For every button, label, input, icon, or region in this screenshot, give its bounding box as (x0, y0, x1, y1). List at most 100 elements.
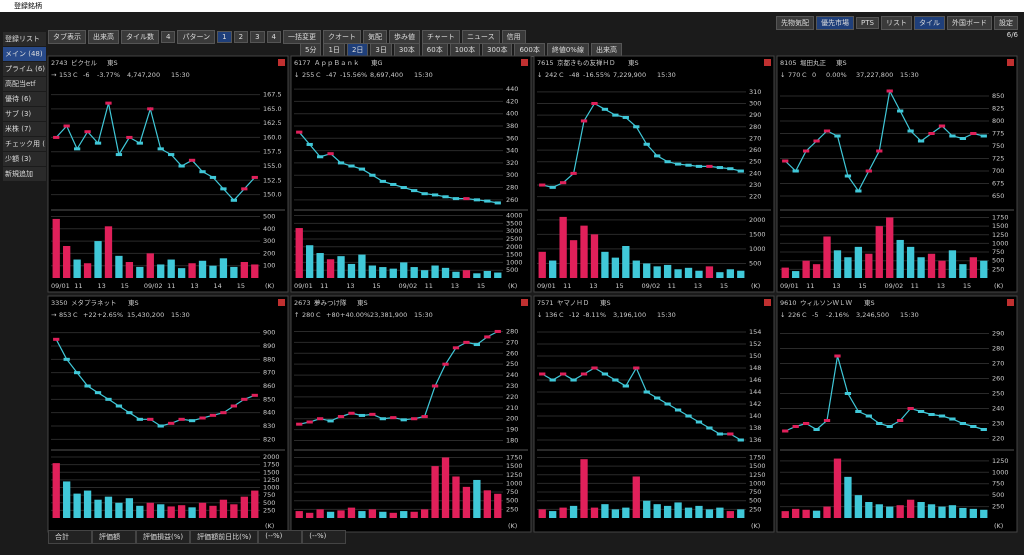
volume-bar (611, 509, 620, 518)
toolbar-item[interactable]: 1日 (323, 43, 345, 57)
top-button[interactable]: リスト (881, 16, 912, 30)
volume-tick-label: 4000 (506, 212, 523, 220)
y-tick-label: 144 (749, 388, 761, 396)
top-button[interactable]: 先物気配 (776, 16, 815, 30)
candle (612, 378, 619, 382)
sidebar-item[interactable]: 優待 (6) (3, 92, 46, 106)
volume-bar (494, 493, 502, 518)
candle (442, 362, 449, 366)
volume-bar (452, 271, 460, 278)
tile-volume: 3,246,500 (856, 311, 889, 319)
volume-tick-label: 500 (992, 491, 1004, 499)
volume-bar (73, 493, 81, 518)
top-button[interactable]: 設定 (994, 16, 1018, 30)
y-tick-label: 440 (506, 85, 518, 93)
candle (400, 418, 407, 422)
x-tick-label: 15 (858, 282, 866, 290)
sidebar-item[interactable]: 高配当etf (3, 77, 46, 91)
toolbar-item[interactable]: 600本 (514, 43, 545, 57)
candle (220, 187, 227, 191)
candle (348, 411, 355, 415)
toolbar-item[interactable]: 1 (217, 31, 232, 43)
volume-bar (653, 266, 661, 278)
volume-bar (316, 509, 324, 518)
toolbar-item[interactable]: タブ表示 (48, 30, 86, 44)
volume-bar (379, 511, 387, 518)
toolbar-item[interactable]: 3 (250, 31, 265, 43)
candle (549, 378, 556, 382)
toolbar-item[interactable]: 4 (266, 31, 281, 43)
x-tick-label: 09/01 (780, 282, 799, 290)
candle (452, 346, 460, 350)
sidebar-item[interactable]: 米株 (7) (3, 122, 46, 136)
volume-bar (389, 268, 397, 278)
footer-cell: 評価額 (92, 530, 136, 544)
sidebar-item[interactable]: 少額 (3) (3, 152, 46, 166)
sidebar-item[interactable]: 登録リスト (3, 32, 46, 46)
tile-name: ＡｐｐＢａｎｋ (314, 59, 360, 67)
top-button[interactable]: タイル (914, 16, 945, 30)
candle (876, 149, 883, 153)
toolbar-item[interactable]: パターン (177, 30, 216, 44)
volume-bar (452, 476, 460, 518)
y-tick-label: 240 (749, 169, 761, 177)
tile-frame (290, 55, 532, 293)
tile: 6177 ＡｐｐＢａｎｋ 東G ↓ 255 C -47 -15.56% 8,697,400 15:… (290, 55, 532, 293)
volume-bar (483, 270, 491, 278)
tile-flag: C (316, 71, 321, 79)
candle (928, 413, 935, 416)
y-tick-label: 155.0 (263, 162, 282, 170)
candle (716, 432, 724, 436)
candle (316, 417, 324, 421)
top-button[interactable]: 優先市場 (816, 16, 855, 30)
y-tick-label: 420 (506, 97, 518, 105)
y-tick-label: 157.5 (263, 148, 282, 156)
toolbar-item[interactable]: 一括変更 (283, 30, 321, 44)
volume-bar (569, 240, 578, 278)
candle (421, 415, 428, 419)
top-button[interactable]: PTS (856, 17, 879, 29)
candle (431, 193, 439, 197)
tile-code: 2673 (294, 299, 311, 307)
tile-frame (47, 55, 289, 293)
volume-bar (188, 263, 196, 278)
toolbar-item[interactable]: 2日 (346, 43, 369, 57)
toolbar-item[interactable]: 2 (233, 31, 249, 43)
toolbar-item[interactable]: 4 (161, 31, 176, 43)
top-button[interactable]: 外国ボード (947, 16, 992, 30)
y-tick-label: 148 (749, 364, 761, 372)
volume-bar (601, 504, 609, 518)
volume-bar (695, 505, 703, 518)
volume-bar (410, 267, 418, 278)
toolbar-item[interactable]: 終値0%線 (546, 43, 589, 57)
volume-bar (601, 251, 609, 278)
tile-menu (521, 299, 528, 306)
volume-bar (781, 511, 789, 518)
tile-time: 15:30 (657, 311, 676, 319)
toolbar-item[interactable]: タイル数 (121, 30, 159, 44)
candle (695, 164, 703, 168)
tile-arrow: ↓ (780, 71, 785, 79)
tile-change: -5 (812, 311, 818, 319)
volume-bar (198, 260, 207, 278)
volume-tick-label: 500 (263, 499, 275, 507)
sidebar-item[interactable]: サブ (3) (3, 107, 46, 121)
volume-bar (663, 264, 672, 278)
sidebar-item[interactable]: チェック用 ( (3, 137, 46, 151)
sidebar-item[interactable]: メイン (48) (3, 47, 46, 61)
candle (706, 164, 713, 168)
sidebar-item[interactable]: プライム (6) (3, 62, 46, 76)
toolbar-item[interactable]: 出来高 (88, 30, 119, 44)
volume-bar (167, 259, 175, 278)
toolbar-item[interactable]: ニュース (461, 30, 500, 44)
volume-bar (52, 463, 60, 518)
tile-flag: C (802, 311, 807, 319)
sidebar-item[interactable]: 新規追加 (3, 167, 46, 181)
volume-tick-label: 500 (749, 259, 761, 267)
tile-menu (1007, 299, 1014, 306)
volume-bar (559, 507, 567, 518)
volume-bar (177, 268, 186, 278)
toolbar-item[interactable]: 信用 (501, 30, 526, 44)
tile-market: 東S (836, 58, 847, 67)
